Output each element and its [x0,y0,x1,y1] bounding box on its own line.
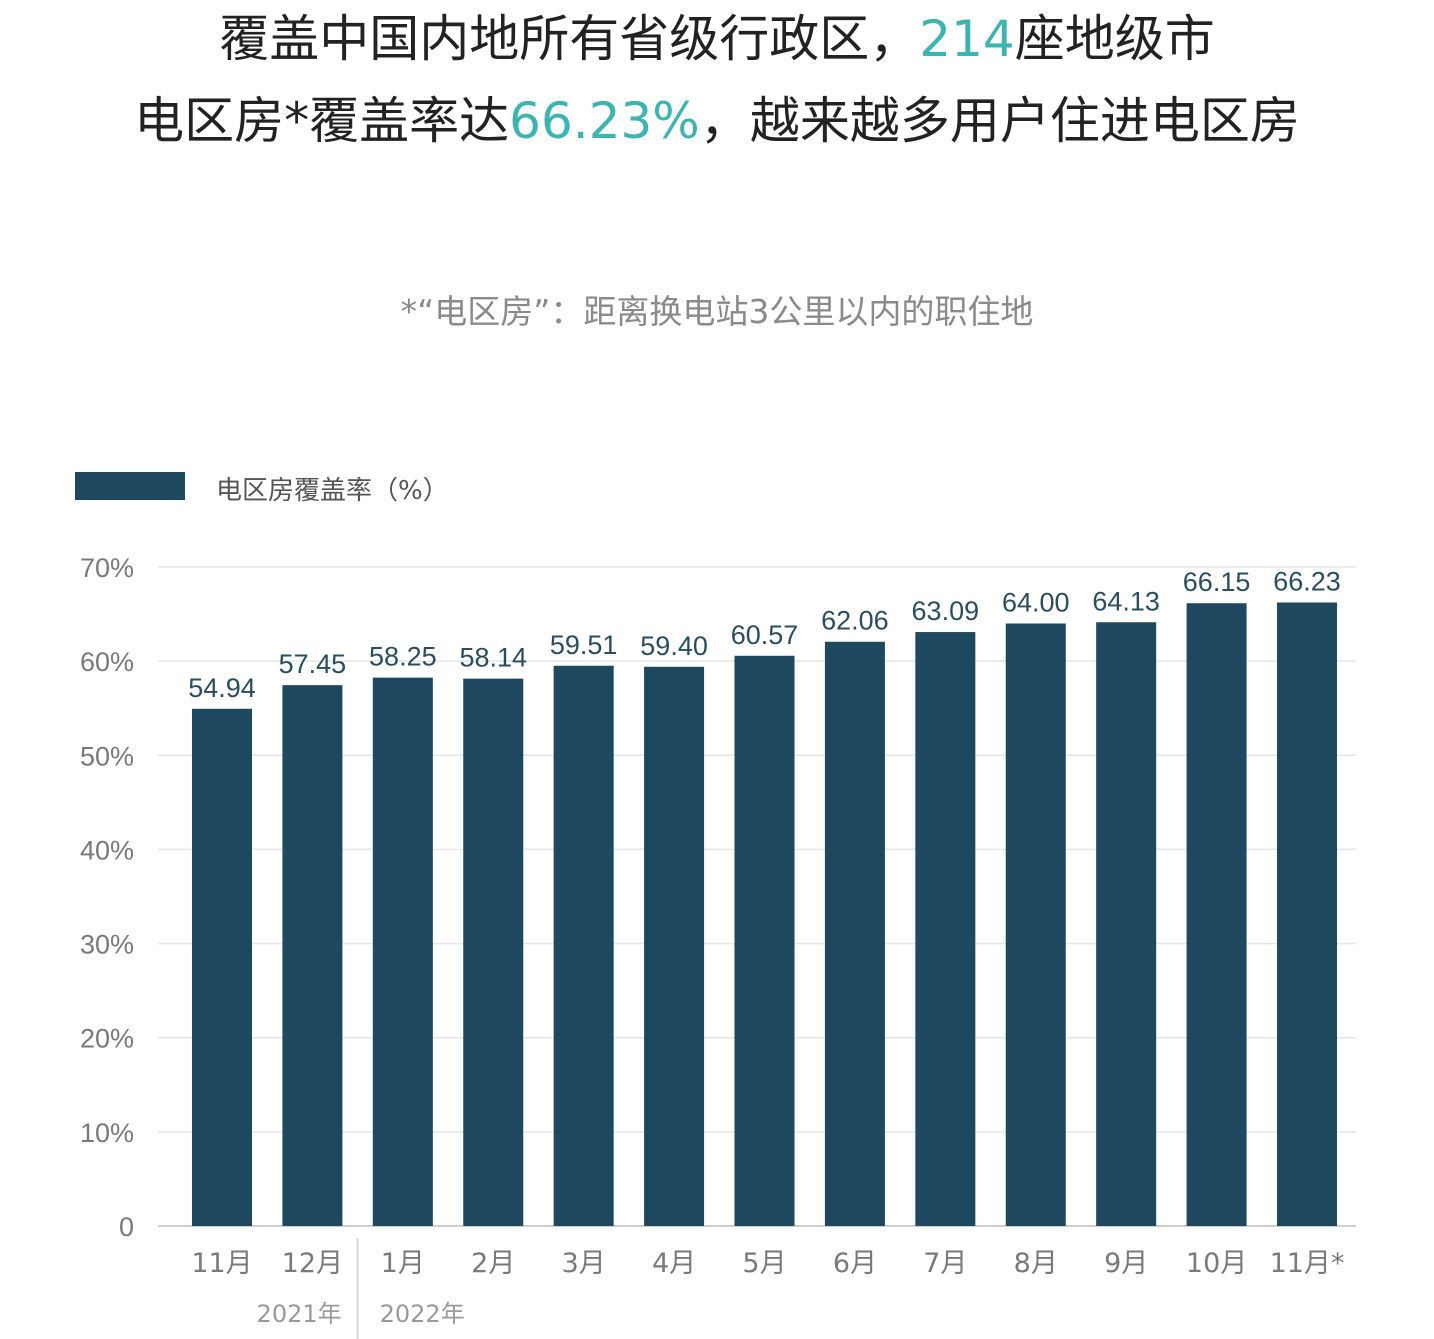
bar [192,708,252,1226]
headline-line-1-suffix: 座地级市 [1014,10,1215,68]
data-label: 58.14 [459,643,527,673]
data-label: 58.25 [369,642,437,672]
y-tick-label: 70% [80,553,134,583]
data-label: 62.06 [821,606,889,636]
bar [915,632,976,1226]
bar [553,665,614,1226]
y-tick-label: 40% [80,835,134,865]
y-tick-label: 20% [80,1024,134,1054]
bar [1005,623,1066,1226]
y-tick-label: 30% [80,930,134,960]
x-tick-label: 6月 [833,1248,877,1279]
headline-coverage-rate: 66.23% [509,92,700,150]
y-tick-label: 50% [80,741,134,771]
bar [1277,602,1337,1226]
bar [734,655,795,1226]
headline-city-count: 214 [919,10,1015,68]
data-label: 60.57 [731,620,799,650]
x-tick-label: 1月 [381,1248,425,1279]
x-tick-label: 11月* [1270,1248,1345,1279]
year-label: 2021年 [257,1300,342,1328]
data-label: 66.15 [1183,567,1251,597]
data-label: 64.13 [1092,586,1160,616]
x-tick-label: 9月 [1104,1248,1148,1279]
bar [1186,603,1247,1226]
data-label: 64.00 [1002,587,1070,617]
headline-line-2-suffix: ，越来越多用户住进电区房 [699,92,1300,150]
data-label: 57.45 [279,649,347,679]
legend-swatch [75,472,185,500]
data-label: 66.23 [1273,566,1341,596]
headline-line-2-text: 电区房*覆盖率达 [134,92,510,150]
headline-line-1: 覆盖中国内地所有省级行政区，214座地级市 [0,14,1434,64]
bar [824,641,885,1226]
data-label: 59.51 [550,630,618,660]
data-label: 59.40 [640,631,708,661]
y-tick-label: 60% [80,647,134,677]
year-label: 2022年 [380,1300,465,1328]
x-tick-label: 4月 [652,1248,696,1279]
data-label: 63.09 [912,596,980,626]
data-label: 54.94 [188,673,256,703]
x-tick-label: 12月 [282,1248,343,1279]
bar [372,677,433,1226]
x-tick-label: 11月 [191,1248,252,1279]
bar [282,685,343,1226]
x-tick-label: 10月 [1186,1248,1247,1279]
y-tick-label: 0 [119,1212,134,1242]
y-tick-label: 10% [80,1118,134,1148]
x-tick-label: 3月 [562,1248,606,1279]
footnote: *“电区房”：距离换电站3公里以内的职住地 [400,292,1034,331]
x-tick-label: 5月 [742,1248,786,1279]
headline-line-1-text: 覆盖中国内地所有省级行政区， [219,10,920,68]
x-tick-label: 2月 [471,1248,515,1279]
headline-line-2: 电区房*覆盖率达66.23%，越来越多用户住进电区房 [0,96,1434,146]
bar [1096,622,1157,1226]
bar [463,678,524,1226]
x-tick-label: 8月 [1014,1248,1058,1279]
x-tick-label: 7月 [923,1248,967,1279]
legend-label: 电区房覆盖率（%） [216,476,449,506]
bar [644,666,705,1226]
